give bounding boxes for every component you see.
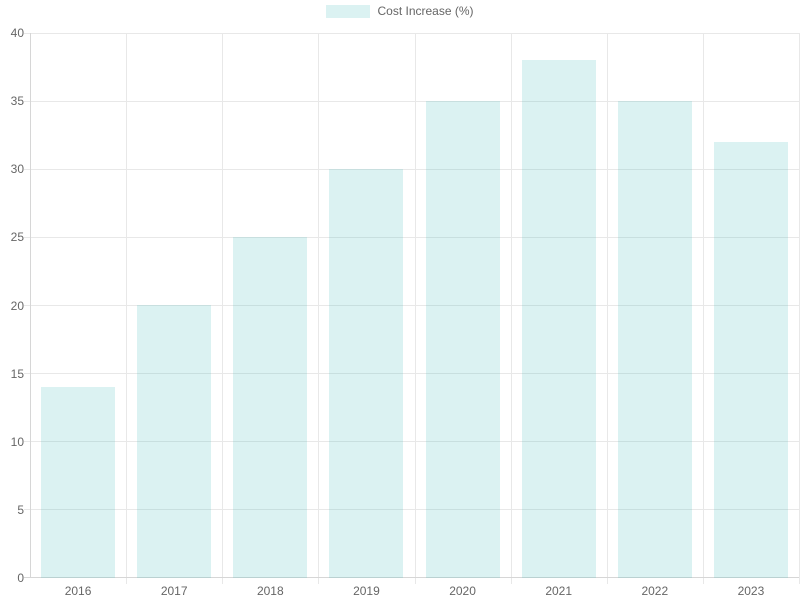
y-axis-tick-label: 5 [17, 502, 24, 517]
x-gridline [702, 33, 704, 584]
x-gridline [510, 33, 512, 584]
y-axis-tick-label: 0 [17, 571, 24, 585]
y-gridline [24, 32, 799, 34]
x-gridline [317, 33, 319, 584]
y-gridline [24, 373, 799, 375]
x-axis-line [24, 577, 799, 578]
bar-2019[interactable] [329, 169, 403, 578]
bar-2023[interactable] [714, 142, 788, 578]
x-axis-tick-label: 2019 [353, 584, 380, 598]
x-axis-tick-label: 2023 [737, 584, 765, 598]
y-axis-tick-label: 35 [10, 94, 24, 109]
y-axis-tick-label: 30 [10, 162, 24, 177]
y-axis-tick-label: 10 [10, 434, 24, 449]
y-gridline [24, 509, 799, 511]
y-gridline [24, 305, 799, 306]
x-axis-tick-label: 2020 [449, 584, 476, 598]
x-gridline [798, 33, 800, 584]
y-axis-line [30, 33, 31, 578]
x-gridline [125, 33, 127, 584]
x-axis-tick-label: 2018 [256, 584, 284, 598]
y-gridline [24, 168, 799, 170]
bar-2017[interactable] [137, 305, 211, 578]
x-axis-tick-label: 2016 [64, 584, 92, 598]
y-axis-tick-label: 20 [10, 298, 24, 313]
bar-2018[interactable] [233, 237, 307, 578]
bar-2016[interactable] [41, 387, 115, 578]
y-axis-tick-label: 40 [10, 26, 24, 40]
chart-legend[interactable]: Cost Increase (%) [0, 5, 800, 18]
x-gridline [606, 33, 608, 584]
x-axis-tick-label: 2022 [641, 584, 669, 598]
bar-2021[interactable] [522, 60, 596, 578]
x-gridline [414, 33, 416, 584]
bar-2020[interactable] [426, 101, 500, 578]
bar-2022[interactable] [618, 101, 692, 578]
x-axis-tick-label: 2017 [160, 584, 188, 598]
legend-label: Cost Increase (%) [377, 4, 474, 18]
y-gridline [24, 100, 799, 102]
legend-swatch-icon [326, 5, 371, 18]
x-axis-tick-label: 2021 [545, 584, 573, 598]
y-axis-tick-label: 25 [10, 230, 24, 245]
y-gridline [24, 236, 799, 238]
y-gridline [24, 441, 799, 443]
y-axis-tick-label: 15 [10, 366, 24, 381]
x-gridline [221, 33, 223, 584]
plot-area: 0 5 10 15 20 25 30 35 40 2016 2017 2018 2019 2020 2021… [11, 26, 800, 598]
